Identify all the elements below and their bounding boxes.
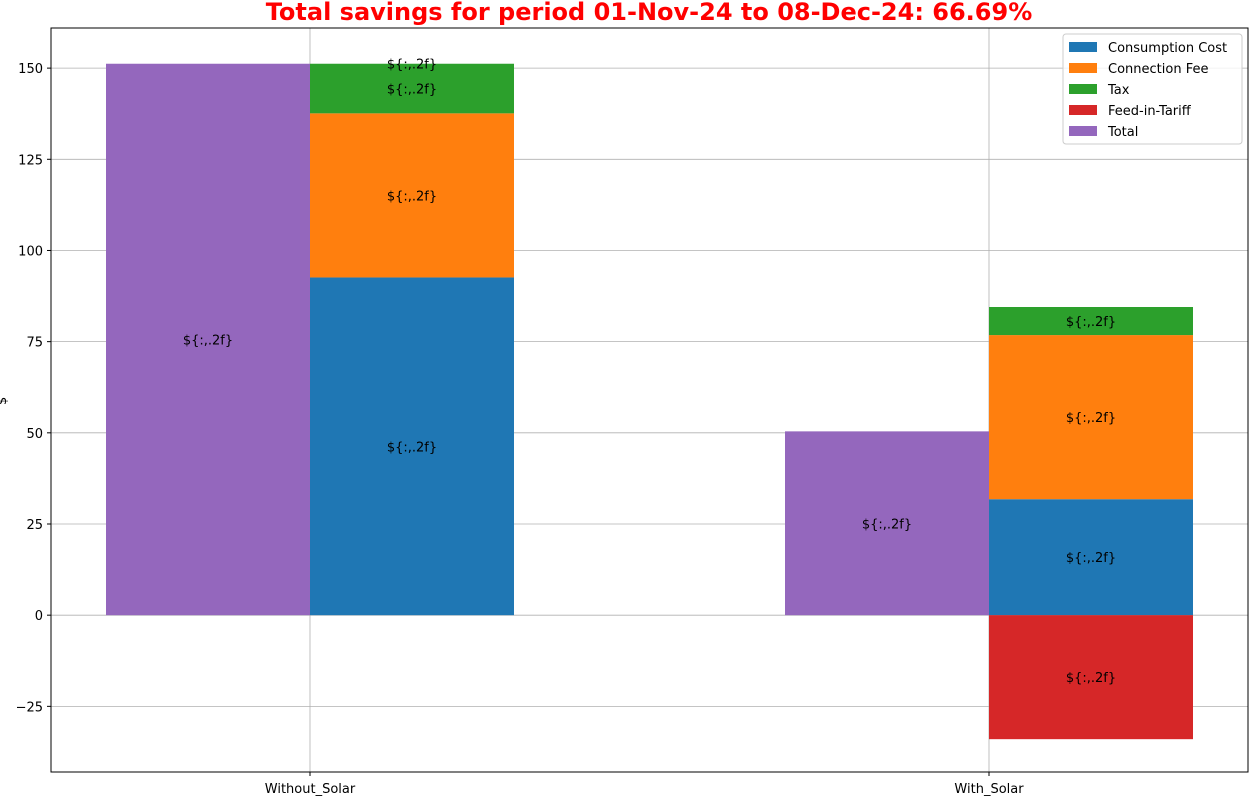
bar-label-consumption-cost: ${:,.2f} [387, 440, 437, 455]
legend-label-feed-in-tariff: Feed-in-Tariff [1108, 104, 1192, 119]
chart-title: Total savings for period 01-Nov-24 to 08… [266, 0, 1033, 26]
legend-swatch-total [1069, 126, 1097, 136]
bar-consumption-cost [310, 277, 514, 616]
legend-label-connection-fee: Connection Fee [1108, 62, 1208, 77]
legend-label-consumption-cost: Consumption Cost [1108, 41, 1227, 56]
bar-label-feed-in-tariff: ${:,.2f} [1066, 671, 1116, 686]
y-tick-label: 0 [35, 609, 43, 624]
y-tick-label: 100 [18, 244, 43, 259]
bar-label-connection-fee: ${:,.2f} [387, 189, 437, 204]
bars [106, 63, 1193, 740]
bar-label-total: ${:,.2f} [862, 517, 912, 532]
legend-box [1062, 33, 1243, 145]
y-tick-label: 150 [18, 62, 43, 77]
bar-total [785, 431, 989, 616]
bar-label-total: ${:,.2f} [183, 333, 233, 348]
y-tick-label: −25 [16, 700, 43, 715]
bar-feed-in-tariff [989, 615, 1193, 740]
x-tick-label: Without_Solar [265, 782, 356, 797]
bar-labels: ${:,.2f} ${:,.2f} ${:,.2f} ${:,.2f} ${:,.2f}… [183, 58, 1116, 686]
bar-label-connection-fee: ${:,.2f} [1066, 411, 1116, 426]
bar-label-tax: ${:,.2f} [1066, 315, 1116, 330]
y-tick-label: 25 [26, 518, 43, 533]
legend-swatch-tax [1069, 84, 1097, 94]
legend-label-total: Total [1107, 125, 1138, 140]
bar-consumption-cost [989, 499, 1193, 616]
y-tick-label: 50 [26, 427, 43, 442]
bar-label-feed-in-tariff: ${:,.2f} [387, 58, 437, 73]
bar-total [106, 63, 310, 616]
y-tick-label: 125 [18, 153, 43, 168]
bar-label-consumption-cost: ${:,.2f} [1066, 551, 1116, 566]
y-axis-label: $ [0, 397, 10, 405]
legend: Consumption Cost Connection Fee Tax Feed-in… [1062, 33, 1243, 145]
plot-frame [50, 27, 1249, 773]
bar-tax [310, 63, 514, 114]
legend-swatch-connection-fee [1069, 63, 1097, 73]
legend-swatch-consumption-cost [1069, 42, 1097, 52]
legend-swatch-feed-in-tariff [1069, 105, 1097, 115]
legend-label-tax: Tax [1107, 83, 1130, 98]
bar-connection-fee [310, 113, 514, 278]
y-tick-label: 75 [26, 336, 43, 351]
bar-connection-fee [989, 335, 1193, 500]
x-tick-label: With_Solar [954, 782, 1024, 797]
axes: −25 0 25 50 75 100 125 150 Without_Solar With_Sol… [16, 27, 1249, 797]
bar-tax [989, 307, 1193, 336]
bar-label-tax: ${:,.2f} [387, 83, 437, 98]
